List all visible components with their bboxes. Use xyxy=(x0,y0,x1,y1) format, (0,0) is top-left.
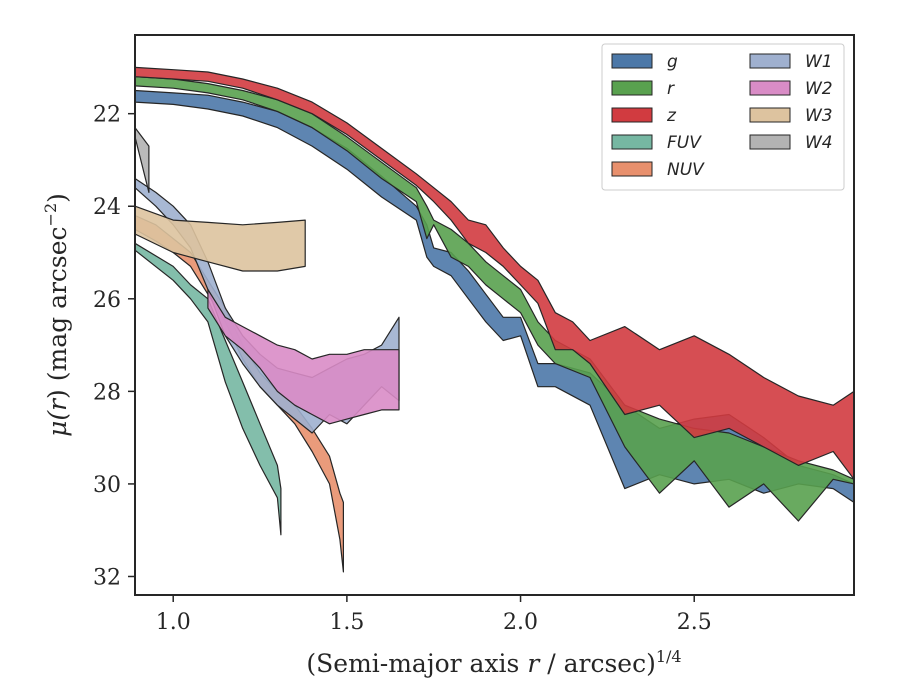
y-tick-label: 24 xyxy=(93,195,121,220)
x-axis-label-exponent: 1/4 xyxy=(656,647,682,666)
y-tick-label: 32 xyxy=(93,565,121,590)
legend-swatch-w2 xyxy=(749,80,791,96)
y-tick-label: 30 xyxy=(93,473,121,498)
x-axis-label: (Semi-major axis r / arcsec)1/4 xyxy=(306,647,681,678)
legend-swatch-r xyxy=(611,80,653,96)
band-w3 xyxy=(134,205,306,272)
x-axis-label-variable: r xyxy=(527,649,541,678)
band-w2 xyxy=(207,288,400,425)
legend-swatch-w3 xyxy=(749,107,791,123)
legend-label-w4: W4 xyxy=(805,133,833,153)
y-axis-label-exponent: −2 xyxy=(41,203,60,227)
y-axis-label: μ(r) (mag arcsec−2) xyxy=(41,193,72,437)
legend-label-g: g xyxy=(667,52,678,72)
legend-swatch-w1 xyxy=(749,53,791,69)
legend-swatch-fuv xyxy=(611,134,653,150)
legend-swatch-g xyxy=(611,53,653,69)
legend-label-nuv: NUV xyxy=(667,160,705,180)
legend-label-w1: W1 xyxy=(805,52,833,72)
x-axis-label-prefix: (Semi-major axis xyxy=(306,649,527,678)
y-axis-label-variable: r xyxy=(43,397,72,411)
y-tick-label: 22 xyxy=(93,103,121,128)
y-axis-label-prefix: μ( xyxy=(43,410,72,437)
legend-label-w3: W3 xyxy=(805,106,833,126)
x-tick-label: 1.5 xyxy=(329,610,364,635)
legend-label-fuv: FUV xyxy=(667,133,702,153)
y-tick-label: 28 xyxy=(93,380,121,405)
legend-swatch-w4 xyxy=(749,134,791,150)
x-tick-label: 1.0 xyxy=(156,610,191,635)
legend-label-w2: W2 xyxy=(805,79,833,99)
x-ticks: 1.0 1.5 2.0 2.5 xyxy=(156,595,712,635)
legend: grz FUV NUV W1 W2 W3 W4 xyxy=(601,43,845,191)
legend-label-z: z xyxy=(666,106,677,126)
legend-swatch-z xyxy=(611,107,653,123)
x-axis-label-mid: / arcsec) xyxy=(539,649,656,678)
plot-frame xyxy=(134,34,855,596)
y-axis-label-suffix: ) xyxy=(43,193,72,203)
x-tick-label: 2.0 xyxy=(503,610,538,635)
x-tick-label: 2.5 xyxy=(677,610,712,635)
y-ticks: 22 24 26 28 30 32 xyxy=(93,103,135,590)
legend-label-r: r xyxy=(667,79,675,99)
legend-swatch-nuv xyxy=(611,161,653,177)
y-tick-label: 26 xyxy=(93,288,121,313)
y-axis-label-mid: ) (mag arcsec xyxy=(43,226,72,399)
